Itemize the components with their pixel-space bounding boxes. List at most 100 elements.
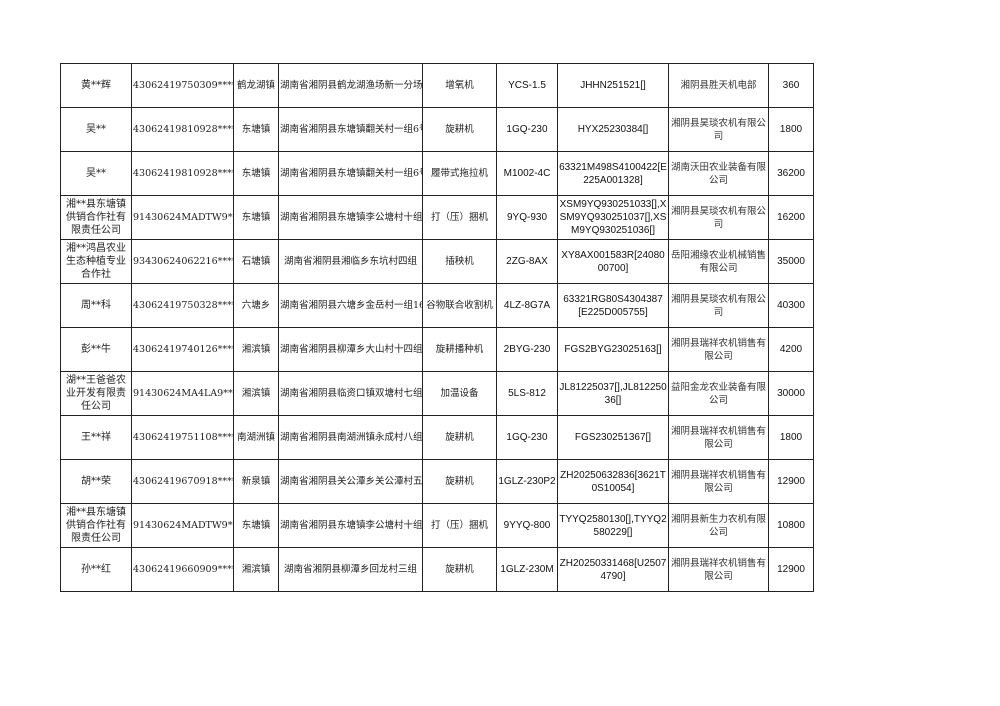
dealer: 湘阴县瑞祥农机销售有限公司: [668, 327, 769, 372]
machine-type: 谷物联合收割机: [422, 283, 497, 328]
serial-number: XSM9YQ930251033[],XSM9YQ930251037[],XSM9…: [557, 195, 669, 240]
dealer: 岳阳湘缘农业机械销售有限公司: [668, 239, 769, 284]
model: 9YYQ-800: [496, 503, 558, 548]
id-number: 91430624MA4LA9****: [131, 371, 234, 416]
applicant-name: 孙**红: [60, 547, 132, 592]
machine-type: 插秧机: [422, 239, 497, 284]
address: 湖南省湘阴县湘临乡东坑村四组: [278, 239, 423, 284]
id-number: 91430624MADTW9****: [131, 195, 234, 240]
serial-number: FGS2BYG23025163[]: [557, 327, 669, 372]
subsidy-amount: 16200: [768, 195, 814, 240]
dealer: 益阳金龙农业装备有限公司: [668, 371, 769, 416]
dealer: 湘阴县昊琰农机有限公司: [668, 107, 769, 152]
id-number: 43062419670918****: [131, 459, 234, 504]
model: M1002-4C: [496, 151, 558, 196]
town: 东塘镇: [233, 503, 279, 548]
model: 1GQ-230: [496, 415, 558, 460]
address: 湖南省湘阴县临资口镇双塘村七组: [278, 371, 423, 416]
serial-number: JHHN251521[]: [557, 63, 669, 108]
subsidy-amount: 1800: [768, 107, 814, 152]
model: 2BYG-230: [496, 327, 558, 372]
serial-number: FGS230251367[]: [557, 415, 669, 460]
serial-number: JL81225037[],JL81225036[]: [557, 371, 669, 416]
machine-type: 打（压）捆机: [422, 195, 497, 240]
subsidy-amount: 40300: [768, 283, 814, 328]
id-number: 43062419750328****: [131, 283, 234, 328]
applicant-name: 周**科: [60, 283, 132, 328]
dealer: 湘阴县瑞祥农机销售有限公司: [668, 415, 769, 460]
table-row: 王**祥 43062419751108**** 南湖洲镇 湖南省湘阴县南湖洲镇永…: [60, 415, 814, 460]
subsidy-amount: 10800: [768, 503, 814, 548]
id-number: 43062419750309****: [131, 63, 234, 108]
town: 东塘镇: [233, 107, 279, 152]
town: 东塘镇: [233, 195, 279, 240]
dealer: 湘阴县昊琰农机有限公司: [668, 195, 769, 240]
applicant-name: 彭**牛: [60, 327, 132, 372]
dealer: 湘阴县瑞祥农机销售有限公司: [668, 547, 769, 592]
machine-type: 旋耕机: [422, 415, 497, 460]
serial-number: ZH20250632836[3621T0S10054]: [557, 459, 669, 504]
subsidy-amount: 4200: [768, 327, 814, 372]
table-row: 湘**鸿昌农业生态种植专业合作社 93430624062216**** 石塘镇 …: [60, 239, 814, 284]
town: 湘滨镇: [233, 327, 279, 372]
address: 湖南省湘阴县柳潭乡回龙村三组: [278, 547, 423, 592]
subsidy-amount: 1800: [768, 415, 814, 460]
address: 湖南省湘阴县六塘乡金岳村一组16号: [278, 283, 423, 328]
address: 湖南省湘阴县鹤龙湖渔场新一分场宿舍: [278, 63, 423, 108]
machine-type: 旋耕机: [422, 459, 497, 504]
address: 湖南省湘阴县东塘镇翻关村一组6号: [278, 151, 423, 196]
id-number: 43062419810928****: [131, 107, 234, 152]
address: 湖南省湘阴县南湖洲镇永成村八组: [278, 415, 423, 460]
id-number: 43062419751108****: [131, 415, 234, 460]
id-number: 43062419810928****: [131, 151, 234, 196]
dealer: 湖南沃田农业装备有限公司: [668, 151, 769, 196]
dealer: 湘阴县瑞祥农机销售有限公司: [668, 459, 769, 504]
table-row: 吴** 43062419810928**** 东塘镇 湖南省湘阴县东塘镇翻关村一…: [60, 107, 814, 152]
applicant-name: 黄**辉: [60, 63, 132, 108]
applicant-name: 王**祥: [60, 415, 132, 460]
machine-type: 旋耕机: [422, 547, 497, 592]
applicant-name: 湘**县东塘镇供销合作社有限责任公司: [60, 195, 132, 240]
dealer: 湘阴县新生力农机有限公司: [668, 503, 769, 548]
address: 湖南省湘阴县东塘镇李公塘村十组: [278, 503, 423, 548]
model: YCS-1.5: [496, 63, 558, 108]
town: 湘滨镇: [233, 371, 279, 416]
machine-type: 增氧机: [422, 63, 497, 108]
town: 东塘镇: [233, 151, 279, 196]
model: 1GLZ-230P2: [496, 459, 558, 504]
table-row: 湖**王爸爸农业开发有限责任公司 91430624MA4LA9**** 湘滨镇 …: [60, 371, 814, 416]
dealer: 湘阴县胜天机电部: [668, 63, 769, 108]
machine-type: 旋耕播种机: [422, 327, 497, 372]
town: 鹤龙湖镇: [233, 63, 279, 108]
town: 新泉镇: [233, 459, 279, 504]
table-row: 吴** 43062419810928**** 东塘镇 湖南省湘阴县东塘镇翻关村一…: [60, 151, 814, 196]
town: 湘滨镇: [233, 547, 279, 592]
applicant-name: 吴**: [60, 151, 132, 196]
applicant-name: 湖**王爸爸农业开发有限责任公司: [60, 371, 132, 416]
applicant-name: 胡**荣: [60, 459, 132, 504]
address: 湖南省湘阴县柳潭乡大山村十四组: [278, 327, 423, 372]
subsidy-amount: 12900: [768, 459, 814, 504]
serial-number: 63321M498S4100422[E225A001328]: [557, 151, 669, 196]
model: 1GLZ-230M: [496, 547, 558, 592]
id-number: 43062419740126****: [131, 327, 234, 372]
model: 4LZ-8G7A: [496, 283, 558, 328]
applicant-name: 湘**鸿昌农业生态种植专业合作社: [60, 239, 132, 284]
table-row: 湘**县东塘镇供销合作社有限责任公司 91430624MADTW9**** 东塘…: [60, 195, 814, 240]
dealer: 湘阴县昊琰农机有限公司: [668, 283, 769, 328]
serial-number: TYYQ2580130[],TYYQ2580229[]: [557, 503, 669, 548]
model: 2ZG-8AX: [496, 239, 558, 284]
table-row: 周**科 43062419750328**** 六塘乡 湖南省湘阴县六塘乡金岳村…: [60, 283, 814, 328]
model: 5LS-812: [496, 371, 558, 416]
model: 1GQ-230: [496, 107, 558, 152]
subsidy-amount: 12900: [768, 547, 814, 592]
id-number: 43062419660909****: [131, 547, 234, 592]
town: 南湖洲镇: [233, 415, 279, 460]
address: 湖南省湘阴县东塘镇翻关村一组6号: [278, 107, 423, 152]
table-row: 湘**县东塘镇供销合作社有限责任公司 91430624MADTW9**** 东塘…: [60, 503, 814, 548]
address: 湖南省湘阴县东塘镇李公塘村十组: [278, 195, 423, 240]
subsidy-amount: 35000: [768, 239, 814, 284]
table-row: 彭**牛 43062419740126**** 湘滨镇 湖南省湘阴县柳潭乡大山村…: [60, 327, 814, 372]
subsidy-amount: 30000: [768, 371, 814, 416]
table-row: 黄**辉 43062419750309**** 鹤龙湖镇 湖南省湘阴县鹤龙湖渔场…: [60, 63, 814, 108]
